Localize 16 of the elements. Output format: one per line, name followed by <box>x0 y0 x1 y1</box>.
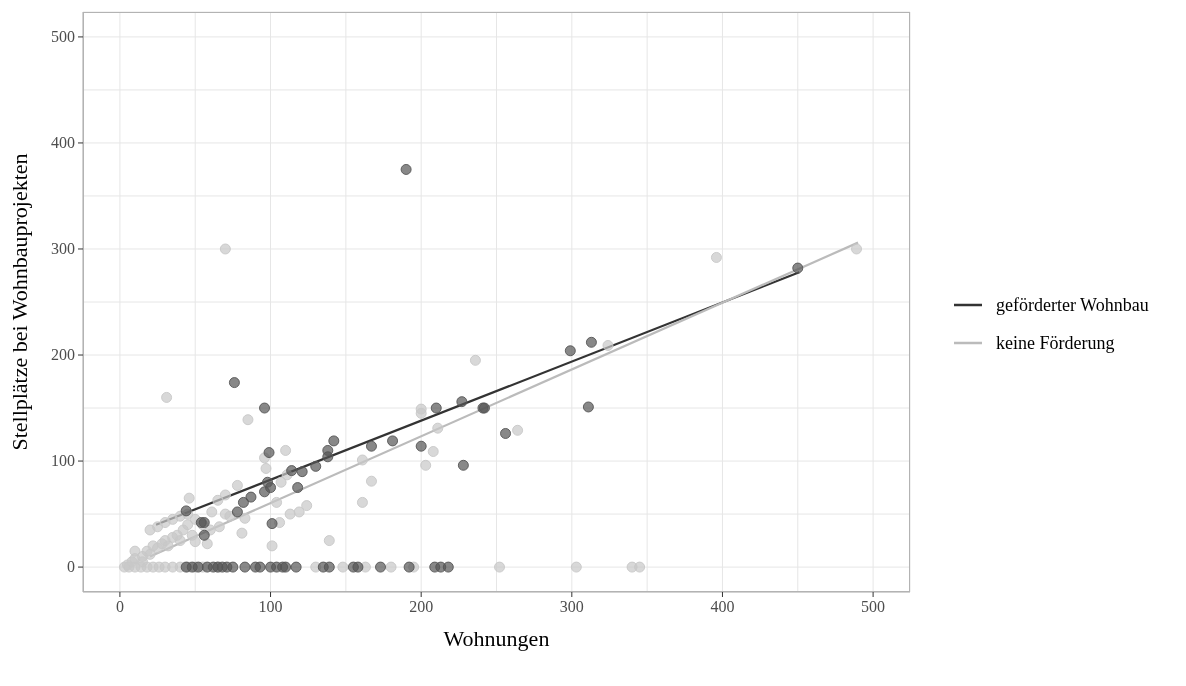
y-tick-label: 0 <box>67 558 75 576</box>
legend-label: keine Förderung <box>996 332 1115 354</box>
y-axis-title: Stellplätze bei Wohnbauprojekten <box>6 153 32 451</box>
x-tick-label: 300 <box>559 598 584 615</box>
x-tick-label: 100 <box>258 598 283 615</box>
y-tick-label: 400 <box>51 133 75 151</box>
x-tick-label: 0 <box>115 598 124 615</box>
y-tick-label: 100 <box>51 452 75 470</box>
x-tick-label: 500 <box>861 598 886 615</box>
y-tick-label: 300 <box>51 239 75 257</box>
legend-label: geförderter Wohnbau <box>996 294 1149 316</box>
y-tick-label: 200 <box>51 346 75 364</box>
x-tick-label: 200 <box>409 598 434 615</box>
x-axis-title: Wohnungen <box>443 626 550 651</box>
y-tick-label: 500 <box>51 27 75 45</box>
x-tick-label: 400 <box>710 598 735 615</box>
